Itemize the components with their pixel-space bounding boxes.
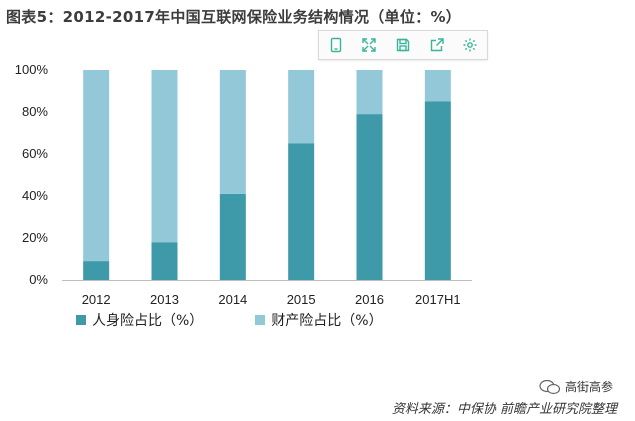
y-tick-label: 20% xyxy=(22,230,48,245)
page-title: 图表5：2012-2017年中国互联网保险业务结构情况（单位：%） xyxy=(6,8,462,26)
legend-item-life-insurance: 人身险占比（%） xyxy=(76,310,203,330)
y-tick-label: 80% xyxy=(22,104,48,119)
bar-property-insurance-2015 xyxy=(288,70,315,144)
bar-property-insurance-2017H1 xyxy=(424,70,451,102)
account-tag: 高街高参 xyxy=(539,378,613,395)
legend-item-property-insurance: 财产险占比（%） xyxy=(255,310,383,330)
x-tick-label: 2013 xyxy=(150,292,179,307)
y-tick-label: 0% xyxy=(29,272,48,287)
bar-property-insurance-2016 xyxy=(356,70,383,115)
y-axis: 0% 20% 40% 60% 80% 100% xyxy=(15,62,49,287)
expand-icon[interactable] xyxy=(356,32,382,58)
bar-life-insurance-2014 xyxy=(219,193,246,280)
source-note: 资料来源：中保协 前瞻产业研究院整理 xyxy=(391,402,617,417)
bars-group xyxy=(83,70,451,280)
y-tick-label: 40% xyxy=(22,188,48,203)
chart-legend: 人身险占比（%） 财产险占比（%） xyxy=(76,310,383,330)
bar-life-insurance-2013 xyxy=(151,242,178,280)
chart-toolbar xyxy=(318,30,488,60)
legend-swatch-property xyxy=(255,315,266,325)
x-tick-label: 2015 xyxy=(287,292,316,307)
save-icon[interactable] xyxy=(390,32,416,58)
legend-label-life: 人身险占比（%） xyxy=(92,313,204,329)
x-tick-label: 2012 xyxy=(82,292,111,307)
wechat-icon xyxy=(539,379,561,394)
bar-property-insurance-2013 xyxy=(151,70,178,243)
bar-life-insurance-2017H1 xyxy=(424,101,451,280)
legend-swatch-life xyxy=(76,315,86,325)
x-axis: 2012 2013 2014 2015 2016 2017H1 xyxy=(62,280,472,307)
bar-property-insurance-2014 xyxy=(219,70,246,194)
tablet-icon[interactable] xyxy=(323,32,349,58)
bar-property-insurance-2012 xyxy=(83,70,110,262)
x-tick-label: 2017H1 xyxy=(415,292,461,307)
y-tick-label: 60% xyxy=(22,146,48,161)
bar-life-insurance-2012 xyxy=(83,261,110,280)
x-tick-label: 2016 xyxy=(355,292,384,307)
x-tick-label: 2014 xyxy=(218,292,247,307)
y-tick-label: 100% xyxy=(15,62,49,77)
account-name: 高街高参 xyxy=(564,380,613,394)
share-icon[interactable] xyxy=(424,32,450,58)
legend-label-property: 财产险占比（%） xyxy=(271,313,383,329)
bar-life-insurance-2015 xyxy=(288,143,315,280)
settings-icon[interactable] xyxy=(457,32,483,58)
bar-life-insurance-2016 xyxy=(356,114,383,280)
